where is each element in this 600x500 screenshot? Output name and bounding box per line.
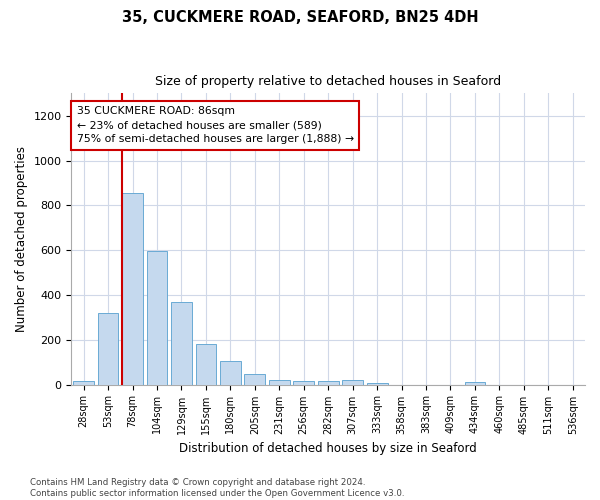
X-axis label: Distribution of detached houses by size in Seaford: Distribution of detached houses by size …: [179, 442, 477, 455]
Text: 35, CUCKMERE ROAD, SEAFORD, BN25 4DH: 35, CUCKMERE ROAD, SEAFORD, BN25 4DH: [122, 10, 478, 25]
Bar: [367, 383, 388, 384]
Bar: [98, 314, 118, 384]
Bar: [244, 374, 265, 384]
Y-axis label: Number of detached properties: Number of detached properties: [15, 146, 28, 332]
Bar: [73, 380, 94, 384]
Bar: [342, 380, 363, 384]
Title: Size of property relative to detached houses in Seaford: Size of property relative to detached ho…: [155, 75, 501, 88]
Bar: [318, 380, 338, 384]
Text: Contains HM Land Registry data © Crown copyright and database right 2024.
Contai: Contains HM Land Registry data © Crown c…: [30, 478, 404, 498]
Bar: [464, 382, 485, 384]
Bar: [122, 193, 143, 384]
Bar: [146, 251, 167, 384]
Bar: [293, 380, 314, 384]
Bar: [171, 302, 192, 384]
Bar: [220, 361, 241, 384]
Bar: [196, 344, 217, 384]
Bar: [269, 380, 290, 384]
Text: 35 CUCKMERE ROAD: 86sqm
← 23% of detached houses are smaller (589)
75% of semi-d: 35 CUCKMERE ROAD: 86sqm ← 23% of detache…: [77, 106, 353, 144]
